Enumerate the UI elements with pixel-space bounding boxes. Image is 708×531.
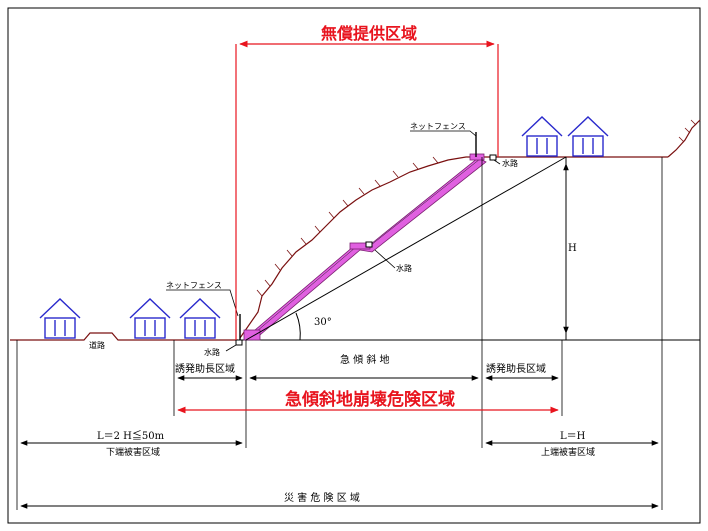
lower-zone-label: 下端被害区域 <box>106 448 161 458</box>
extension-lines <box>16 157 663 510</box>
geometry-lines <box>245 156 567 341</box>
disaster-zone-label: 災 害 危 険 区 域 <box>284 493 360 504</box>
waterway-top-label: 水路 <box>502 159 518 168</box>
waterway-top-box <box>489 154 497 161</box>
waterway-mid-label: 水路 <box>396 264 412 273</box>
waterway-bottom-label: 水路 <box>204 348 220 357</box>
frame <box>7 7 701 524</box>
steep-slope-label: 急 傾 斜 地 <box>340 355 390 366</box>
slope-protection <box>243 153 487 341</box>
house-icon <box>567 116 609 157</box>
net-fence-top-label: ネットフェンス <box>410 122 466 131</box>
house-icon <box>129 298 171 339</box>
house-icon <box>179 298 221 339</box>
angle-label: 30° <box>314 317 332 328</box>
house-icon <box>521 116 563 157</box>
upper-zone-label: 上端被害区域 <box>541 448 596 458</box>
slope-hatch <box>256 119 697 297</box>
lower-distance-label: L＝2 H≦50m <box>97 431 165 442</box>
induced-zone-left-label: 誘発助長区域 <box>175 364 235 375</box>
waterway-mid-box <box>365 241 373 248</box>
upper-distance-label: L＝H <box>560 431 586 442</box>
net-fence-left-label: ネットフェンス <box>166 281 222 290</box>
hazard-zone-title: 急傾斜地崩壊危険区域 <box>285 390 455 410</box>
slope-surface <box>239 156 476 339</box>
ground-line <box>10 119 701 341</box>
height-label: H <box>568 243 577 254</box>
road-label: 道路 <box>89 341 105 350</box>
induced-zone-right-label: 誘発助長区域 <box>486 364 546 375</box>
free-provision-title: 無償提供区域 <box>321 24 418 43</box>
waterway-bottom-box <box>235 339 243 346</box>
leader-lines <box>166 130 501 352</box>
house-icon <box>39 298 81 339</box>
dimension-arrows <box>20 375 659 509</box>
